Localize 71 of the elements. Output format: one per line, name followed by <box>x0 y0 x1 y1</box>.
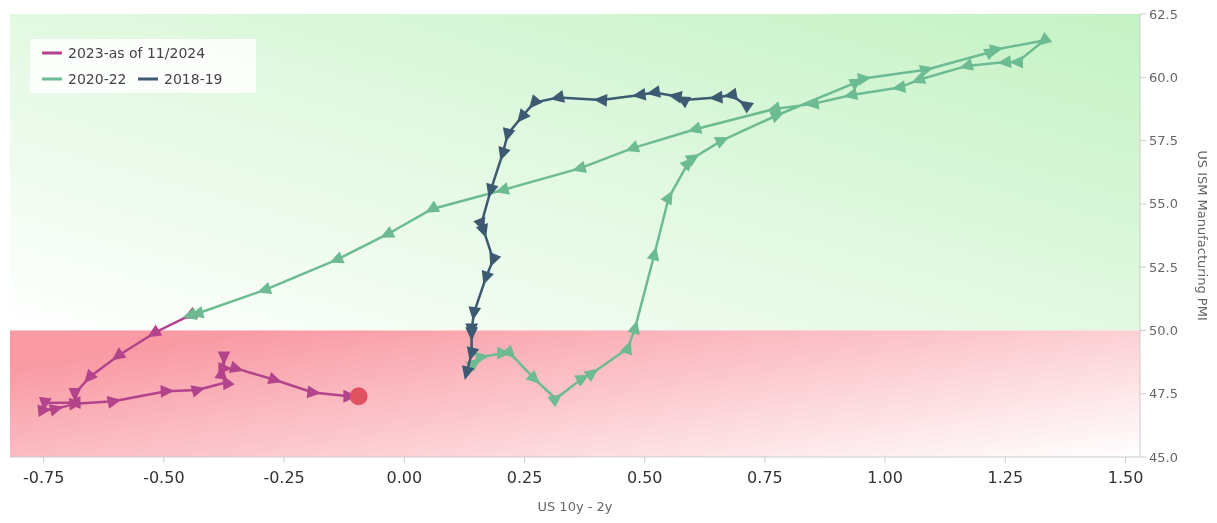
point <box>525 370 540 384</box>
point <box>911 71 927 84</box>
y-tick-label: 47.5 <box>1149 386 1178 402</box>
x-tick-label: 0.75 <box>747 468 783 487</box>
point <box>668 90 683 104</box>
y-tick-label: 62.5 <box>1149 6 1178 22</box>
y-tick-label: 60.0 <box>1149 69 1178 85</box>
point <box>843 87 859 100</box>
point <box>267 371 283 385</box>
point <box>891 80 907 93</box>
legend-label: 2018-19 <box>164 70 223 87</box>
point <box>106 396 122 409</box>
point <box>646 85 661 98</box>
point <box>959 58 975 71</box>
point <box>547 393 563 408</box>
y-tick-label: 50.0 <box>1149 322 1178 338</box>
point <box>528 94 543 109</box>
point <box>329 251 345 264</box>
point <box>997 55 1012 68</box>
y-tick-label: 52.5 <box>1149 259 1178 275</box>
point <box>593 94 608 107</box>
point <box>48 404 64 417</box>
point <box>37 404 52 418</box>
point <box>190 385 206 398</box>
x-tick-label: 1.00 <box>867 468 903 487</box>
x-tick-label: -0.75 <box>22 468 65 487</box>
point <box>380 226 396 238</box>
point <box>349 387 368 406</box>
point <box>502 127 516 142</box>
point <box>646 246 660 262</box>
point <box>84 368 98 384</box>
point <box>687 121 703 134</box>
x-tick-label: 0.25 <box>506 468 543 487</box>
point <box>218 362 232 375</box>
point <box>465 327 479 341</box>
point <box>495 182 510 195</box>
x-tick-label: -0.25 <box>263 468 305 487</box>
point <box>425 200 441 213</box>
point <box>517 108 531 123</box>
point <box>306 385 321 399</box>
legend-label: 2020-22 <box>68 70 127 87</box>
y-tick-label: 57.5 <box>1149 133 1178 149</box>
point <box>805 96 820 110</box>
point <box>583 368 599 382</box>
y-tick-label: 45.0 <box>1149 449 1178 465</box>
point <box>766 101 782 114</box>
point <box>461 365 475 380</box>
x-tick-label: 1.25 <box>987 468 1024 487</box>
point <box>498 145 511 161</box>
y-tick-label: 55.0 <box>1149 196 1178 212</box>
point <box>481 269 494 285</box>
x-tick-label: 0.00 <box>386 468 423 487</box>
point <box>619 340 633 356</box>
point <box>625 140 641 153</box>
point <box>631 87 647 101</box>
x-tick-label: 0.50 <box>626 468 663 487</box>
point <box>147 324 163 338</box>
x-tick-label: 1.50 <box>1107 468 1144 487</box>
y-axis-title: US ISM Manufacturing PMI <box>1195 150 1210 321</box>
legend-label: 2023-as of 11/2024 <box>68 44 206 61</box>
point <box>574 374 590 387</box>
point <box>486 182 499 198</box>
x-tick-label: -0.50 <box>143 468 185 487</box>
point <box>723 87 738 101</box>
x-axis-title: US 10y - 2y <box>537 499 613 514</box>
point <box>572 160 587 174</box>
point <box>550 90 565 103</box>
point <box>257 282 273 295</box>
point <box>111 347 127 361</box>
point <box>468 306 482 321</box>
point <box>466 346 480 361</box>
